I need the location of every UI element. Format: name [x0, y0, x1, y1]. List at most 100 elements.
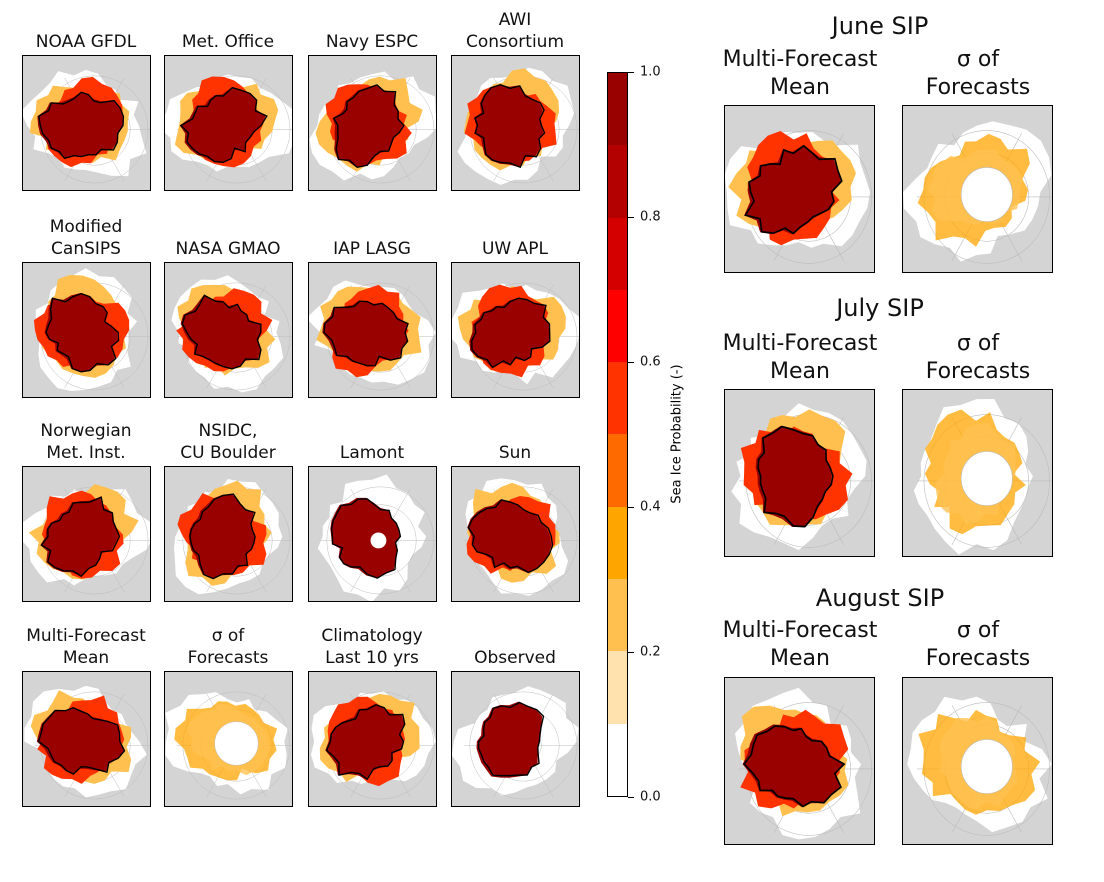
map-norwegian-met-inst- — [22, 466, 151, 602]
map-navy-espc — [308, 55, 437, 191]
std-map-july — [902, 389, 1053, 557]
map-navy-espc-svg — [309, 71, 436, 184]
month-panel-title: Multi-Forecast Mean — [723, 46, 878, 102]
observed-extent-contour — [474, 83, 546, 169]
map-awi-consortium-svg — [457, 67, 579, 185]
map-observed — [451, 671, 580, 807]
title-line: NASA GMAO — [175, 239, 281, 259]
title-line: Forecasts — [925, 75, 1031, 100]
map-awi-consortium-title: AWI Consortium — [466, 9, 564, 53]
map--of-forecasts — [164, 671, 293, 807]
map-observed-title: Observed — [474, 647, 556, 669]
observed-extent-contour — [757, 425, 834, 528]
observed-extent-contour — [179, 86, 268, 164]
title-line: Forecasts — [925, 646, 1031, 671]
map-nsidc-cu-boulder-title: NSIDC, CU Boulder — [180, 420, 276, 464]
high-probability-area — [755, 425, 832, 528]
title-line: IAP LASG — [333, 239, 411, 259]
mean-map-july — [724, 389, 875, 557]
std-map-july-svg — [913, 398, 1052, 555]
map-sun — [451, 466, 580, 602]
high-probability-area — [474, 84, 544, 168]
title-line: CU Boulder — [180, 443, 276, 463]
mean-map-june-svg — [725, 130, 874, 264]
latitude-gridline — [960, 451, 1013, 506]
colorbar-tick-label: 0.6 — [640, 354, 661, 370]
observed-extent-contour — [332, 84, 405, 169]
month-title: June SIP — [831, 12, 929, 40]
observed-extent-contour — [37, 706, 126, 775]
colorbar-bin — [608, 73, 627, 146]
title-line: Multi-Forecast — [722, 47, 878, 72]
map-multi-forecast-mean — [22, 671, 151, 807]
colorbar-tick-label: 1.0 — [640, 64, 661, 80]
title-line: σ of — [211, 626, 245, 646]
colorbar-tick-label: 0.4 — [640, 499, 661, 515]
latitude-gridline — [960, 739, 1013, 794]
mean-map-august — [724, 677, 875, 845]
map-modified-cansips-svg — [33, 268, 150, 391]
colorbar-bin — [608, 723, 627, 796]
map-lamont-svg — [317, 474, 436, 601]
map-nasa-gmao-title: NASA GMAO — [175, 238, 280, 260]
colorbar-tick — [628, 797, 634, 798]
title-line: σ of — [956, 618, 1000, 643]
low-std-center — [961, 739, 1013, 794]
colorbar-bin — [608, 289, 627, 363]
title-line: Last 10 yrs — [325, 648, 419, 668]
observed-extent-contour — [743, 725, 846, 808]
high-probability-area — [330, 497, 400, 579]
high-probability-area — [40, 497, 119, 577]
colorbar-tick-label: 0.2 — [640, 644, 661, 660]
map-uw-apl-title: UW APL — [482, 238, 548, 260]
month-panel-title: σ of Forecasts — [926, 46, 1031, 102]
colorbar-tick — [628, 217, 634, 218]
colorbar-tick — [628, 362, 634, 363]
map-lamont-title: Lamont — [340, 442, 404, 464]
map-nasa-gmao — [164, 262, 293, 398]
low-std-center — [961, 451, 1013, 506]
observed-extent-contour — [467, 499, 554, 574]
title-line: Consortium — [465, 32, 565, 52]
map-noaa-gfdl-svg — [23, 69, 150, 184]
map-noaa-gfdl-title: NOAA GFDL — [36, 31, 136, 53]
title-line: Sun — [498, 443, 532, 463]
map-climatology-last-10-yrs-svg — [310, 690, 436, 800]
title-line: NOAA GFDL — [35, 32, 137, 52]
title-line: Multi-Forecast — [26, 626, 146, 646]
map-norwegian-met-inst--svg — [23, 484, 150, 595]
colorbar-bin — [608, 506, 627, 580]
title-line: Mean — [770, 75, 830, 100]
title-line: Climatology — [321, 626, 423, 646]
map--of-forecasts-title: σ of Forecasts — [188, 625, 269, 669]
map-noaa-gfdl — [22, 55, 151, 191]
map-lamont — [308, 466, 437, 602]
colorbar — [607, 72, 628, 797]
title-line: Mean — [62, 648, 110, 668]
map-sun-svg — [463, 478, 579, 596]
title-line: Forecasts — [925, 359, 1031, 384]
map-nasa-gmao-svg — [171, 275, 292, 393]
observed-extent-contour — [330, 498, 402, 579]
map-multi-forecast-mean-svg — [24, 685, 150, 800]
colorbar-tick-label: 0.0 — [640, 789, 661, 805]
month-title: August SIP — [815, 584, 945, 612]
high-probability-area — [37, 92, 123, 158]
title-line: Multi-Forecast — [722, 331, 878, 356]
title-line: Modified — [49, 217, 123, 237]
map-observed-svg — [452, 686, 579, 800]
std-map-june-svg — [903, 121, 1052, 264]
title-line: CanSIPS — [51, 239, 121, 259]
title-line: Norwegian — [40, 421, 132, 441]
month-panel-title: σ of Forecasts — [926, 330, 1031, 386]
title-line: Lamont — [339, 443, 405, 463]
map-met-office — [164, 55, 293, 191]
colorbar-tick — [628, 507, 634, 508]
high-probability-area — [325, 704, 405, 780]
map-multi-forecast-mean-title: Multi-Forecast Mean — [26, 625, 146, 669]
observed-extent-contour — [45, 292, 120, 373]
high-probability-area — [742, 724, 843, 808]
title-line: AWI — [498, 10, 532, 30]
colorbar-tick — [628, 72, 634, 73]
